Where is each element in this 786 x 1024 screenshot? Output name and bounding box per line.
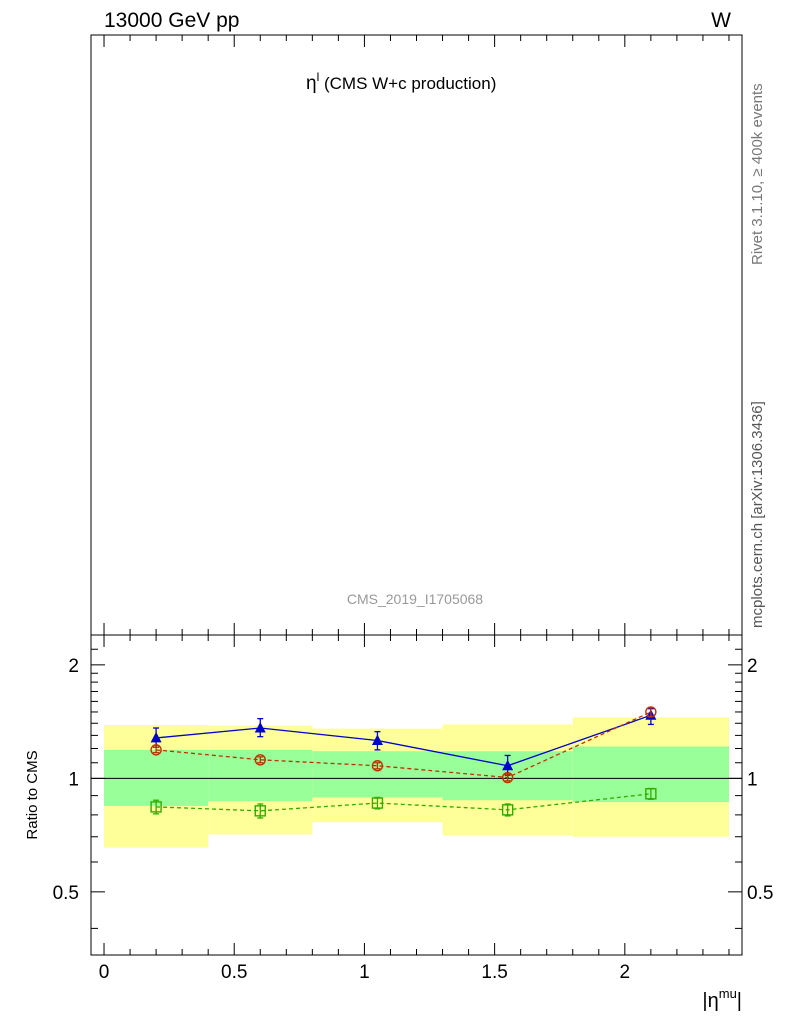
main-panel-title: ηl (CMS W+c production): [306, 70, 496, 94]
data-point: [150, 731, 162, 743]
data-point: [502, 759, 514, 771]
main-panel-ticks: [103, 35, 730, 635]
x-tick-label: 1: [359, 962, 370, 983]
data-point: [254, 805, 266, 817]
data-point: [371, 797, 384, 809]
data-point: [501, 804, 514, 816]
series-line: [156, 793, 651, 812]
data-point: [254, 754, 266, 766]
y-tick-label-right: 1: [747, 769, 758, 790]
series-circle: [150, 706, 657, 784]
data-point: [371, 734, 383, 746]
data-point: [150, 744, 162, 756]
y-tick-label: 2: [68, 656, 79, 677]
series-group: [150, 706, 657, 819]
band-inner: [312, 751, 443, 798]
data-point: [501, 771, 514, 784]
rivet-label: Rivet 3.1.10, ≥ 400k events: [749, 83, 766, 265]
main-panel-frame: [90, 34, 743, 636]
x-tick-label: 0: [99, 962, 110, 983]
x-tick-label: 1.5: [481, 962, 507, 983]
y-axis-label: Ratio to CMS: [24, 750, 41, 839]
ratio-panel-ticks: 0 0.5 1 1.5 2 0.5 0.5 1 1 2 2: [53, 635, 773, 983]
x-tick-label: 0.5: [221, 962, 247, 983]
data-point: [371, 760, 384, 772]
data-point: [645, 706, 657, 718]
x-axis-label: |ηmu|: [702, 986, 742, 1012]
uncertainty-bands: [104, 717, 729, 848]
x-tick-label: 2: [620, 962, 631, 983]
y-tick-label: 1: [68, 769, 79, 790]
y-tick-label: 0.5: [53, 883, 79, 904]
data-point: [254, 722, 266, 733]
header-right: W: [711, 9, 731, 32]
y-tick-label-right: 2: [747, 656, 758, 677]
data-point: [150, 801, 162, 813]
header-left: 13000 GeV pp: [104, 9, 239, 32]
analysis-watermark: CMS_2019_I1705068: [347, 591, 483, 607]
y-tick-label-right: 0.5: [747, 883, 773, 904]
series-square: [150, 787, 657, 819]
mcplots-label: mcplots.cern.ch [arXiv:1306.3436]: [749, 401, 766, 628]
data-point: [645, 788, 657, 800]
